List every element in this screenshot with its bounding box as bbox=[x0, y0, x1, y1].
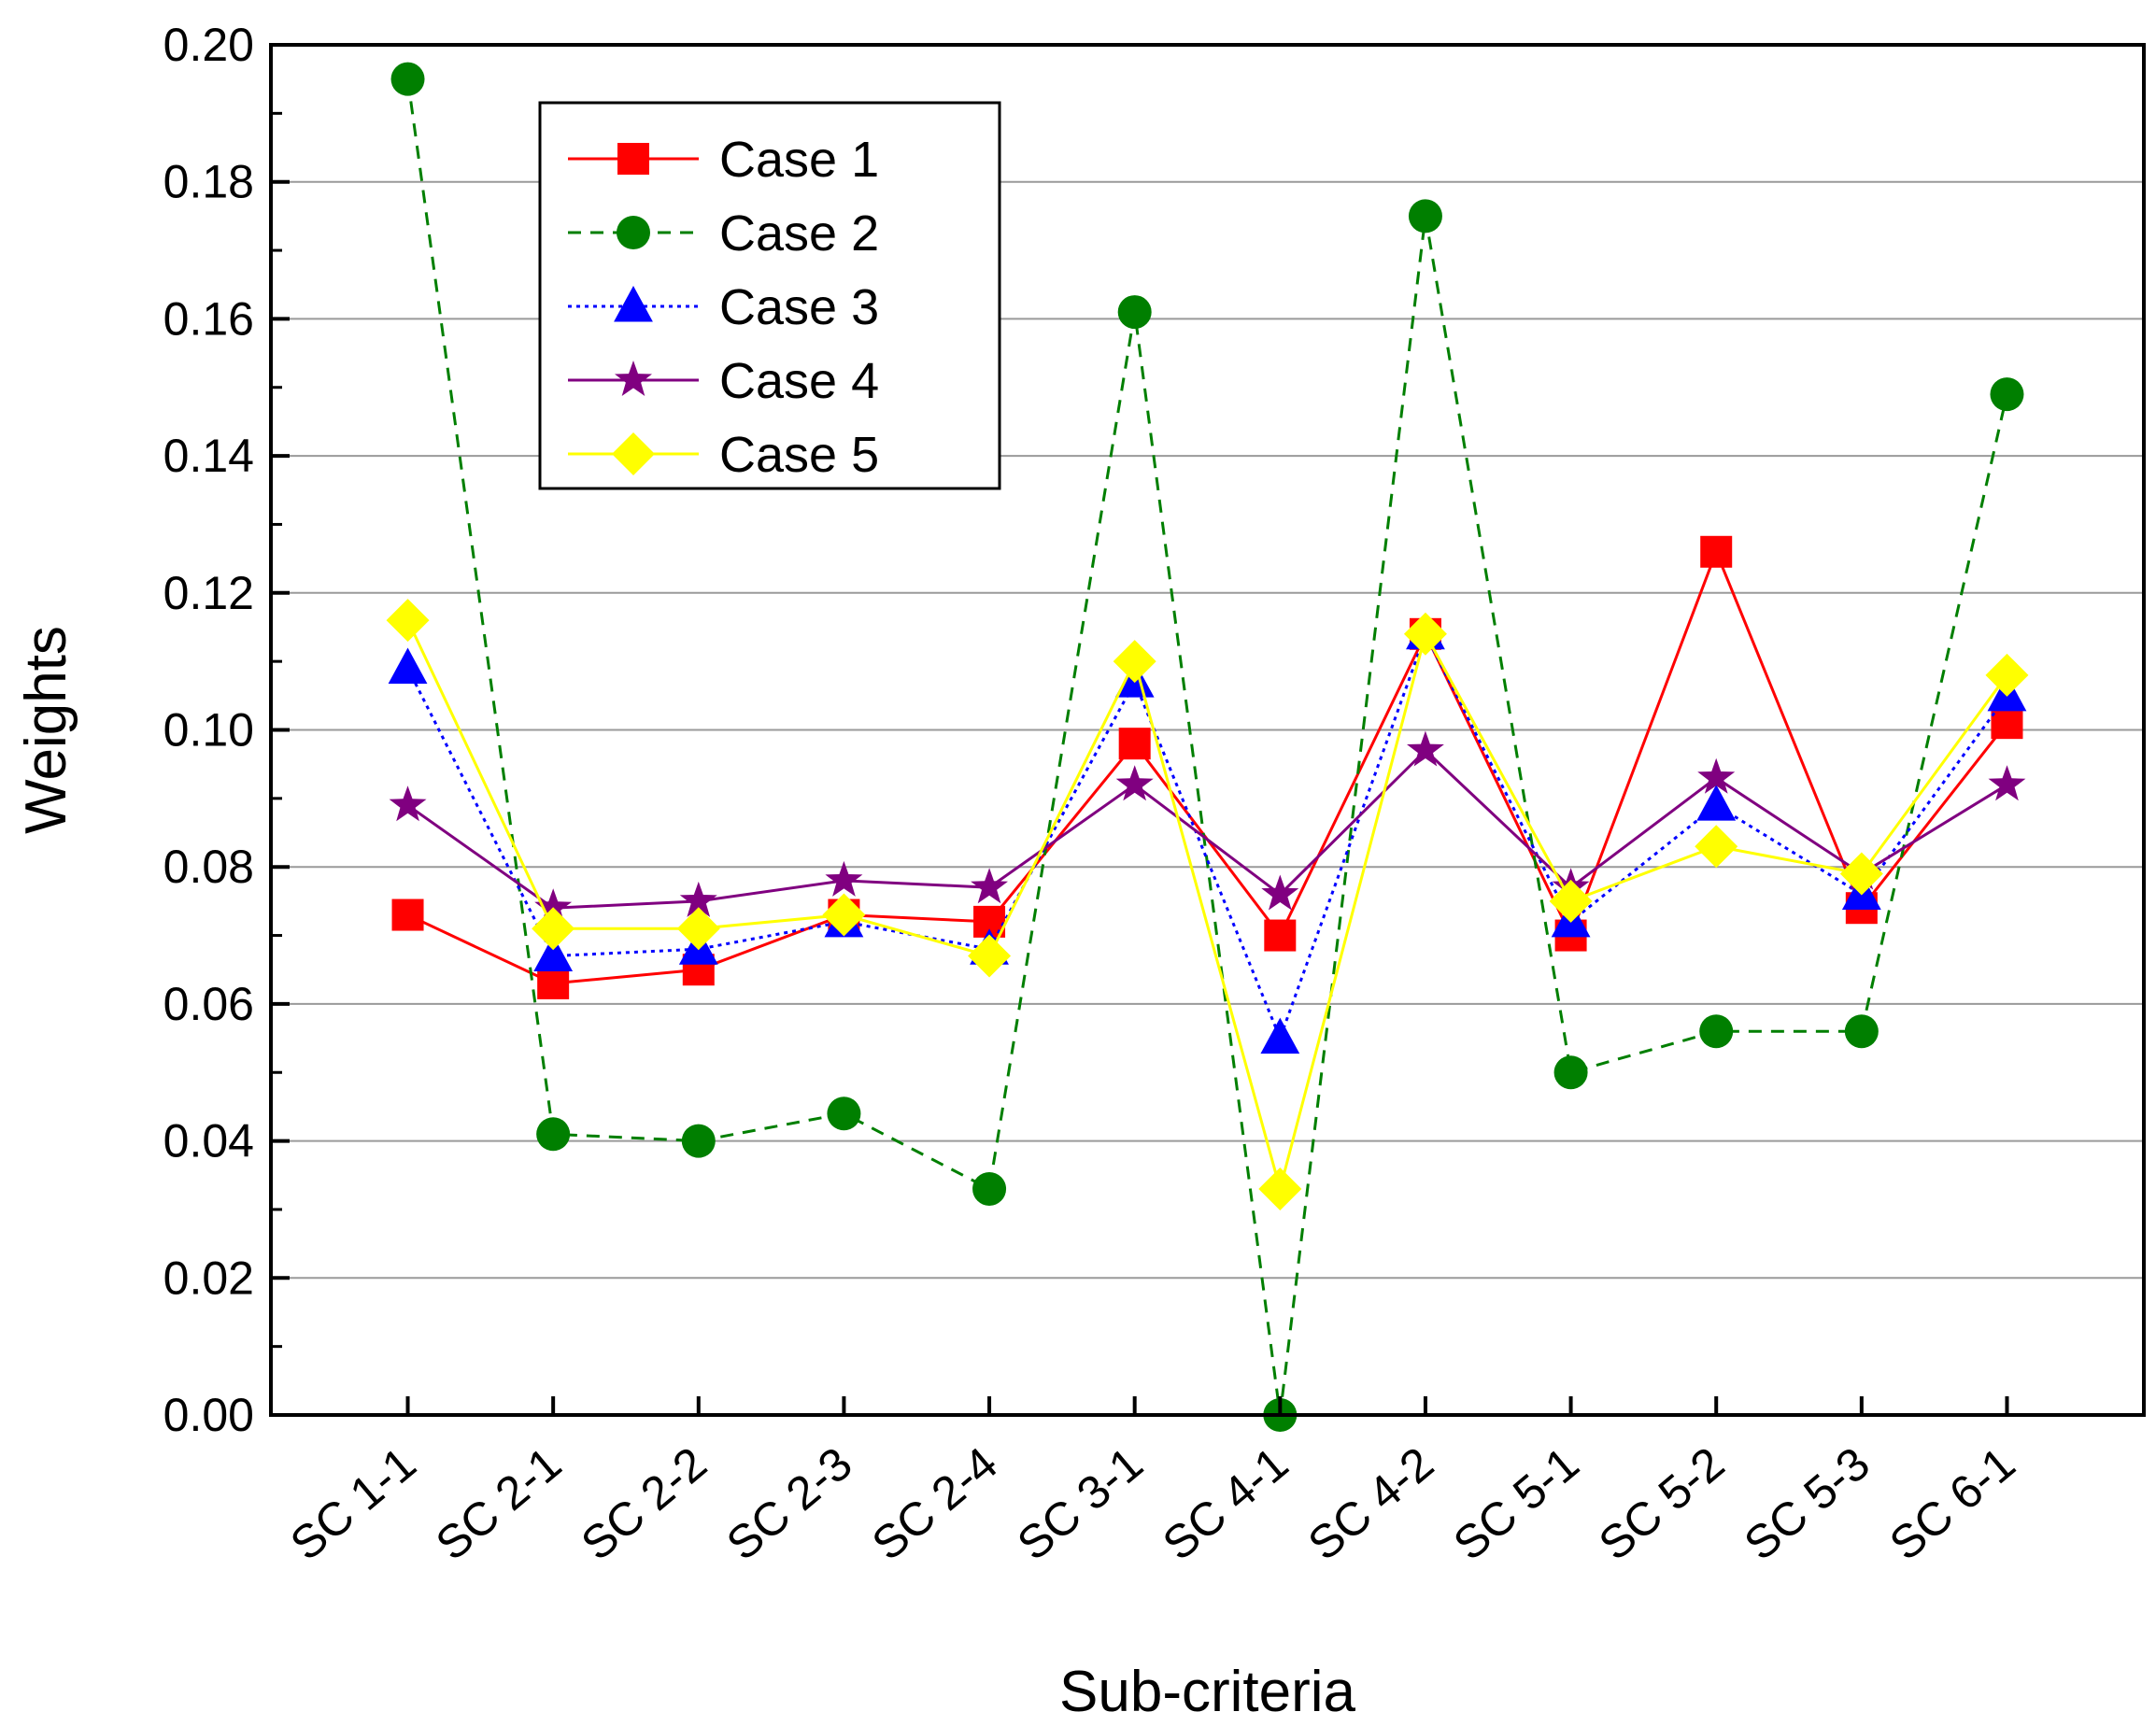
legend-box bbox=[538, 101, 1001, 490]
legend-marker bbox=[617, 143, 649, 175]
x-tick-label: SC 2-2 bbox=[572, 1437, 716, 1571]
series-line bbox=[406, 547, 2008, 985]
x-tick-label: SC 4-2 bbox=[1298, 1437, 1443, 1571]
series-case-5 bbox=[386, 599, 2029, 1210]
data-point bbox=[1700, 535, 1733, 568]
legend-label: Case 1 bbox=[719, 132, 879, 188]
data-point bbox=[1549, 879, 1593, 923]
y-tick-label: 0.08 bbox=[163, 841, 254, 893]
data-point bbox=[1407, 730, 1444, 767]
data-point bbox=[1113, 640, 1156, 684]
data-point bbox=[1553, 1055, 1588, 1090]
data-point bbox=[1117, 295, 1152, 330]
data-point bbox=[1839, 852, 1883, 896]
x-tick-label: SC 2-1 bbox=[426, 1437, 571, 1571]
legend-item: Case 3 bbox=[568, 279, 879, 335]
x-tick-label: SC 6-1 bbox=[1879, 1437, 2024, 1571]
legend-label: Case 2 bbox=[719, 205, 879, 262]
legend-label: Case 4 bbox=[719, 353, 879, 409]
x-tick-label: SC 2-4 bbox=[862, 1437, 1007, 1571]
data-point bbox=[1697, 757, 1736, 794]
y-tick-label: 0.10 bbox=[163, 704, 254, 757]
data-point bbox=[972, 1171, 1007, 1206]
data-point bbox=[825, 860, 863, 897]
data-point bbox=[1990, 377, 2024, 412]
data-point bbox=[388, 647, 428, 684]
x-tick-label: SC 5-1 bbox=[1443, 1437, 1588, 1571]
series-case-3 bbox=[388, 613, 2027, 1054]
data-point bbox=[1261, 874, 1299, 911]
data-point bbox=[1260, 1017, 1300, 1054]
y-tick-label: 0.12 bbox=[163, 567, 254, 619]
data-point bbox=[390, 62, 425, 96]
data-point bbox=[1699, 1014, 1734, 1049]
y-tick-label: 0.20 bbox=[163, 19, 254, 71]
series-layer bbox=[386, 62, 2029, 1432]
series-case-1 bbox=[391, 535, 2023, 999]
data-point bbox=[968, 934, 1012, 978]
data-point bbox=[389, 785, 427, 822]
x-tick-label: SC 4-1 bbox=[1153, 1437, 1298, 1571]
x-axis-title: Sub-criteria bbox=[1059, 1660, 1356, 1724]
data-point bbox=[1985, 653, 2029, 697]
legend-label: Case 5 bbox=[719, 427, 879, 483]
legend-marker bbox=[614, 286, 653, 322]
y-tick-label: 0.14 bbox=[163, 430, 254, 482]
data-point bbox=[822, 893, 866, 937]
y-tick-label: 0.16 bbox=[163, 292, 254, 345]
legend-label: Case 3 bbox=[719, 279, 879, 335]
x-tick-label: SC 5-3 bbox=[1735, 1437, 1879, 1571]
data-point bbox=[533, 935, 574, 972]
series-line bbox=[406, 619, 2008, 1195]
data-point bbox=[1264, 919, 1297, 952]
y-axis-title: Weights bbox=[14, 626, 78, 834]
y-tick-label: 0.00 bbox=[163, 1389, 254, 1441]
data-point bbox=[1408, 199, 1442, 233]
data-point bbox=[1695, 825, 1738, 869]
data-point bbox=[532, 907, 575, 951]
data-point bbox=[534, 888, 573, 925]
data-point bbox=[391, 898, 424, 931]
y-tick-label: 0.18 bbox=[163, 156, 254, 208]
legend-marker bbox=[612, 432, 655, 475]
y-tick-label: 0.02 bbox=[163, 1252, 254, 1304]
legend-item: Case 2 bbox=[568, 205, 879, 262]
data-point bbox=[971, 868, 1008, 904]
series-line bbox=[406, 748, 2008, 910]
legend-item: Case 1 bbox=[568, 132, 879, 188]
data-point bbox=[676, 907, 720, 951]
legend-item: Case 4 bbox=[568, 353, 879, 409]
data-point bbox=[537, 967, 570, 999]
legend-item: Case 5 bbox=[568, 427, 879, 483]
series-case-4 bbox=[389, 730, 2026, 925]
x-tick-label: SC 5-2 bbox=[1589, 1437, 1734, 1571]
series-line bbox=[406, 630, 2008, 1042]
x-tick-label: SC 1-1 bbox=[280, 1437, 425, 1571]
data-point bbox=[681, 1124, 716, 1158]
data-point bbox=[827, 1096, 861, 1131]
data-point bbox=[1258, 1167, 1302, 1210]
data-point bbox=[1844, 1014, 1879, 1049]
data-point bbox=[536, 1117, 571, 1152]
legend-marker bbox=[615, 361, 652, 396]
data-point bbox=[1991, 707, 2023, 740]
data-point bbox=[1403, 612, 1447, 656]
x-tick-label: SC 3-1 bbox=[1008, 1437, 1153, 1571]
data-point bbox=[1988, 765, 2026, 801]
y-tick-label: 0.06 bbox=[163, 978, 254, 1030]
legend-marker bbox=[617, 216, 650, 249]
x-tick-label: SC 2-3 bbox=[716, 1437, 861, 1571]
data-point bbox=[1696, 785, 1737, 821]
data-point bbox=[386, 599, 430, 643]
legend: Case 1 Case 2 Case 3 Case 4 Case 5 bbox=[538, 101, 1001, 490]
y-tick-label: 0.04 bbox=[163, 1115, 254, 1167]
data-point bbox=[679, 881, 717, 917]
data-point bbox=[1115, 765, 1154, 801]
data-point bbox=[1118, 728, 1151, 760]
